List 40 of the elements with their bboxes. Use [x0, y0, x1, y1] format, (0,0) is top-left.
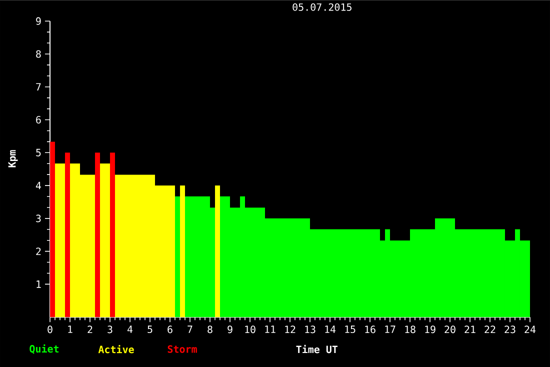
x-tick-label: 17 — [385, 326, 396, 333]
x-tick-label: 5 — [148, 326, 152, 334]
x-tick-label: 15 — [345, 326, 356, 334]
x-axis-title: Time UT — [296, 344, 338, 354]
x-tick-label: 0 — [48, 326, 52, 334]
x-tick-label: 4 — [127, 326, 133, 333]
x-tick-label: 21 — [464, 326, 476, 333]
x-tick-label: 10 — [245, 326, 256, 334]
y-tick-label: 8 — [36, 50, 41, 58]
x-tick-label: 23 — [504, 326, 516, 334]
y-tick-label: 3 — [36, 214, 41, 222]
text: Storm — [168, 345, 197, 353]
x-tick-label: 9 — [228, 326, 232, 334]
x-tick-label: 14 — [325, 326, 336, 333]
x-tick-label: 13 — [305, 326, 316, 334]
x-tick-label: 19 — [425, 326, 436, 334]
chart-title: 05.07.2015 — [292, 3, 352, 11]
y-tick-label: 2 — [36, 248, 41, 255]
x-tick-label: 3 — [108, 326, 112, 334]
y-tick-label: 4 — [36, 182, 41, 190]
y-tick-label: 7 — [36, 83, 41, 90]
x-tick-label: 16 — [365, 326, 376, 334]
y-tick-label: 1 — [36, 280, 41, 288]
x-tick-label: 18 — [405, 326, 416, 334]
x-tick-label: 2 — [88, 326, 92, 333]
x-tick-label: 12 — [285, 326, 296, 333]
x-tick-label: 22 — [484, 326, 496, 333]
x-tick-label: 1 — [68, 326, 72, 333]
y-tick-label: 6 — [36, 116, 41, 124]
text: Quiet — [30, 344, 59, 354]
x-tick-label: 8 — [208, 326, 212, 334]
x-tick-label: 24 — [524, 326, 536, 333]
text: Active — [98, 344, 134, 354]
x-tick-label: 11 — [265, 326, 276, 333]
y-axis-title: Kpm — [8, 150, 18, 168]
x-tick-label: 20 — [444, 326, 456, 334]
x-tick-label: 6 — [168, 326, 172, 334]
x-tick-label: 7 — [188, 326, 192, 333]
y-tick-label: 9 — [36, 17, 41, 25]
y-tick-label: 5 — [36, 148, 41, 156]
